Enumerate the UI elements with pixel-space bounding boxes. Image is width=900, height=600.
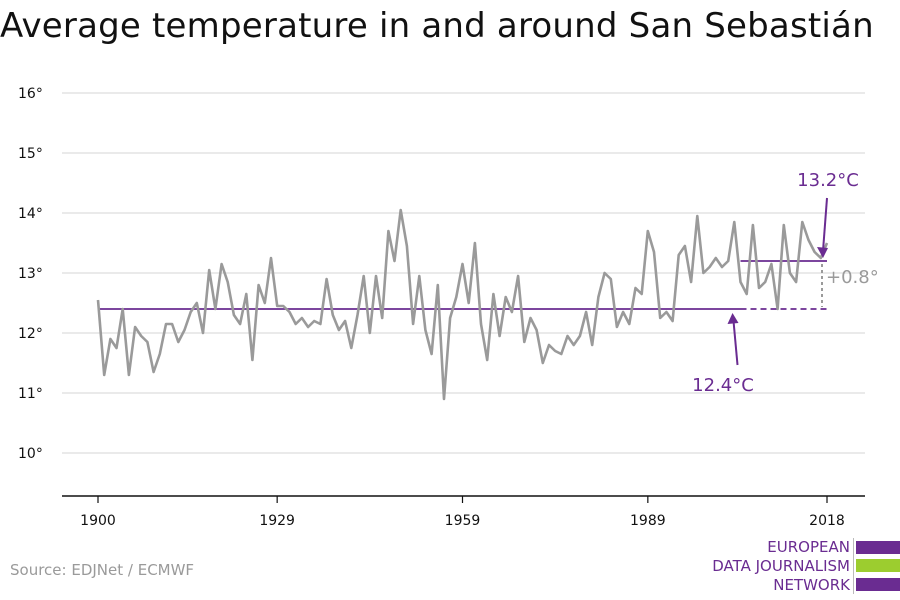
logo-bar-green: [856, 559, 900, 572]
baseline-mean-label: 12.4°C: [692, 375, 754, 396]
recent-mean-label: 13.2°C: [797, 170, 859, 191]
y-axis-tick-labels: 10° 11° 12° 13° 14° 15° 16°: [18, 86, 43, 462]
x-tick-label: 1929: [259, 513, 295, 529]
logo-line-european: EUROPEAN: [767, 538, 850, 556]
temperature-series-line: [96, 208, 829, 401]
y-tick-label: 12°: [18, 326, 43, 342]
y-tick-label: 11°: [18, 386, 43, 402]
logo-bar-purple-bottom: [856, 578, 900, 591]
chart-title: Average temperature in and around San Se…: [0, 6, 874, 46]
x-tick-label: 2018: [809, 513, 845, 529]
y-tick-label: 10°: [18, 446, 43, 462]
logo-line-network: NETWORK: [773, 576, 850, 594]
logo-bar-purple-top: [856, 541, 900, 554]
recent-mean-arrow-head: [817, 247, 828, 258]
x-tick-label: 1900: [80, 513, 116, 529]
y-gridlines: [62, 92, 865, 454]
logo-line-data-journalism: DATA JOURNALISM: [712, 557, 850, 575]
baseline-mean-arrow-shaft: [732, 320, 739, 366]
y-tick-label: 13°: [18, 266, 43, 282]
source-note: Source: EDJNet / ECMWF: [10, 561, 195, 579]
x-tick-label: 1989: [630, 513, 666, 529]
y-tick-label: 16°: [18, 86, 43, 102]
edjnet-logo: EUROPEAN DATA JOURNALISM NETWORK: [700, 538, 900, 594]
annotations: 13.2°C 12.4°C +0.8°: [692, 170, 879, 396]
x-axis-ticks: 1900 1929 1959 1989 2018: [80, 496, 845, 529]
recent-mean-arrow-shaft: [822, 197, 828, 252]
difference-label: +0.8°: [826, 267, 879, 288]
logo-divider: [853, 538, 854, 594]
baseline-mean-arrow-head: [727, 313, 739, 324]
y-tick-label: 15°: [18, 146, 43, 162]
y-tick-label: 14°: [18, 206, 43, 222]
x-tick-label: 1959: [445, 513, 481, 529]
